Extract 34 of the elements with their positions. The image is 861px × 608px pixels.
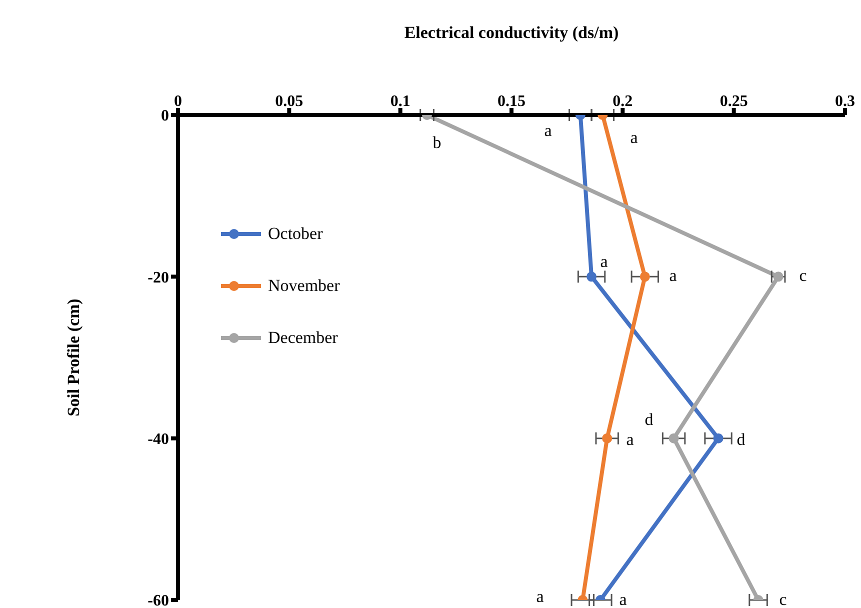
annotation: c	[799, 266, 807, 286]
x-tick-label: 0.25	[720, 93, 748, 110]
x-tick-label: 0.2	[612, 93, 633, 110]
x-tick-label: 0.1	[390, 93, 410, 110]
point	[773, 272, 784, 282]
annotation: a	[626, 430, 634, 450]
annotation: b	[432, 133, 442, 153]
annotation: a	[544, 121, 552, 141]
legend-label: November	[268, 276, 340, 296]
annotation: a	[536, 587, 544, 607]
point	[640, 272, 650, 282]
x-tick-label: 0	[174, 93, 182, 110]
y-tick-label: -20	[148, 269, 169, 286]
x-axis-title: Electrical conductivity (ds/m)	[404, 23, 619, 42]
annotation: d	[644, 410, 654, 430]
annotation: d	[736, 430, 746, 450]
annotation: c	[779, 590, 787, 608]
annotation: a	[619, 590, 627, 608]
point	[713, 433, 724, 444]
y-tick-label: 0	[161, 108, 169, 125]
legend-label: December	[268, 328, 338, 348]
x-tick-label: 0.15	[498, 93, 526, 110]
legend-label: October	[268, 224, 323, 244]
x-tick-label: 0.3	[835, 93, 855, 110]
y-tick-label: -40	[148, 431, 169, 448]
annotation: a	[630, 128, 638, 148]
point	[668, 433, 679, 444]
y-axis-title: Soil Profile (cm)	[64, 298, 84, 416]
point	[602, 433, 612, 444]
annotation: a	[600, 252, 608, 272]
point	[586, 272, 597, 282]
annotation: a	[669, 266, 677, 286]
x-tick-label: 0.05	[275, 93, 304, 110]
y-tick-label: -60	[148, 592, 169, 608]
